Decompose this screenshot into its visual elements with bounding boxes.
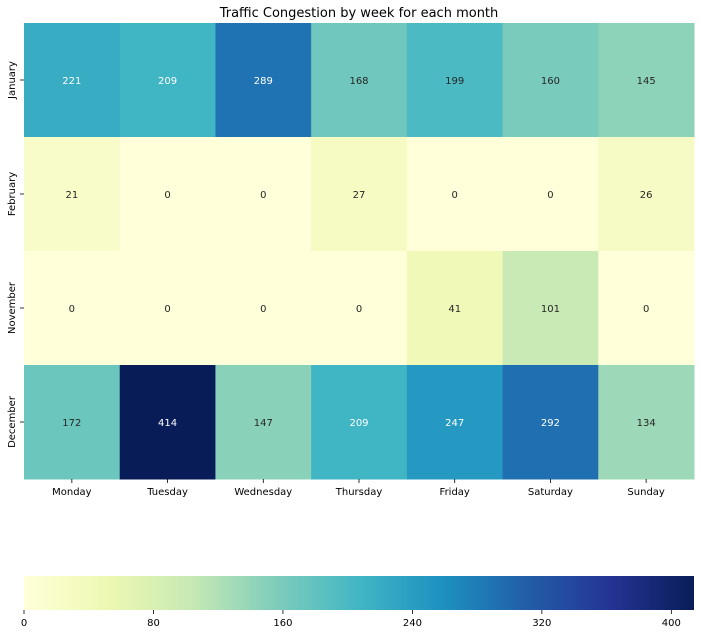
colorbar-ticks: 0 80 160 240 320 400 bbox=[21, 610, 681, 629]
heatmap-cell-december-friday bbox=[406, 365, 504, 480]
colorbar-tick-label: 240 bbox=[403, 618, 422, 629]
cell-value-label: 289 bbox=[254, 76, 273, 87]
heatmap-cell-december-tuesday bbox=[119, 365, 216, 480]
heatmap-cell-november-friday bbox=[406, 251, 504, 366]
cell-value-label: 0 bbox=[547, 190, 553, 201]
chart-title: Traffic Congestion by week for each mont… bbox=[219, 6, 499, 21]
cell-value-label: 0 bbox=[452, 190, 458, 201]
y-tick-label-february: February bbox=[7, 172, 18, 216]
y-axis-ticks: January February November December bbox=[7, 61, 24, 448]
cell-value-label: 0 bbox=[164, 304, 170, 315]
colorbar bbox=[24, 576, 694, 610]
heatmap-cell-december-sunday bbox=[598, 365, 695, 480]
heatmap-cell-february-saturday bbox=[502, 137, 599, 252]
heatmap-cell-february-wednesday bbox=[215, 137, 312, 252]
cell-value-label: 0 bbox=[164, 190, 170, 201]
x-tick-label-sunday: Sunday bbox=[627, 487, 664, 498]
heatmap-cell-february-tuesday bbox=[119, 137, 216, 252]
heatmap-cell-november-saturday bbox=[502, 251, 599, 366]
cell-value-label: 209 bbox=[158, 76, 177, 87]
cell-value-label: 0 bbox=[260, 304, 266, 315]
heatmap-cell-january-saturday bbox=[502, 23, 599, 138]
heatmap-cell-november-tuesday bbox=[119, 251, 216, 366]
x-axis-ticks: Monday Tuesday Wednesday Thursday Friday Satu… bbox=[52, 479, 665, 498]
x-tick-label-friday: Friday bbox=[440, 487, 470, 498]
y-tick-label-december: December bbox=[7, 395, 18, 448]
cell-value-label: 41 bbox=[448, 304, 461, 315]
heatmap-cell-december-wednesday bbox=[215, 365, 312, 480]
x-tick-label-monday: Monday bbox=[52, 487, 92, 498]
cell-value-label: 147 bbox=[254, 418, 273, 429]
cell-value-label: 221 bbox=[62, 76, 81, 87]
heatmap-cell-december-thursday bbox=[311, 365, 408, 480]
cell-value-label: 0 bbox=[260, 190, 266, 201]
colorbar-tick-label: 0 bbox=[21, 618, 27, 629]
heatmap-cell-november-monday bbox=[24, 251, 121, 366]
cell-value-label: 134 bbox=[637, 418, 656, 429]
cell-value-label: 168 bbox=[349, 76, 368, 87]
x-tick-label-saturday: Saturday bbox=[528, 487, 573, 498]
cell-value-label: 145 bbox=[637, 76, 656, 87]
x-tick-label-thursday: Thursday bbox=[335, 487, 383, 498]
colorbar-tick-label: 80 bbox=[147, 618, 160, 629]
heatmap-cell-january-tuesday bbox=[119, 23, 216, 138]
heatmap-cell-january-monday bbox=[24, 23, 121, 138]
y-tick-label-january: January bbox=[7, 61, 18, 100]
cell-value-label: 292 bbox=[541, 418, 560, 429]
heatmap-cell-january-thursday bbox=[311, 23, 408, 138]
cell-value-label: 26 bbox=[640, 190, 653, 201]
x-tick-label-tuesday: Tuesday bbox=[146, 487, 188, 498]
cell-value-label: 247 bbox=[445, 418, 464, 429]
heatmap-cell-november-thursday bbox=[311, 251, 408, 366]
cell-value-label: 27 bbox=[353, 190, 366, 201]
heatmap-cell-january-friday bbox=[406, 23, 504, 138]
heatmap-cell-january-sunday bbox=[598, 23, 695, 138]
x-tick-label-wednesday: Wednesday bbox=[234, 487, 292, 498]
cell-value-label: 414 bbox=[158, 418, 177, 429]
heatmap-cell-february-monday bbox=[24, 137, 121, 252]
cell-value-label: 0 bbox=[643, 304, 649, 315]
y-tick-label-november: November bbox=[7, 281, 18, 334]
cell-value-label: 0 bbox=[356, 304, 362, 315]
heatmap-cell-november-wednesday bbox=[215, 251, 312, 366]
heatmap-cell-february-friday bbox=[406, 137, 504, 252]
cell-value-label: 199 bbox=[445, 76, 464, 87]
heatmap-cells: 221 209 289 168 199 160 145 21 0 0 27 0 0 26 0 0 0 0 41 101… bbox=[24, 23, 695, 480]
cell-value-label: 160 bbox=[541, 76, 560, 87]
heatmap-cell-january-wednesday bbox=[215, 23, 312, 138]
cell-value-label: 21 bbox=[65, 190, 78, 201]
colorbar-tick-label: 320 bbox=[532, 618, 551, 629]
cell-value-label: 0 bbox=[69, 304, 75, 315]
colorbar-tick-label: 400 bbox=[662, 618, 681, 629]
heatmap-cell-february-thursday bbox=[311, 137, 408, 252]
cell-value-label: 172 bbox=[62, 418, 81, 429]
heatmap-cell-december-saturday bbox=[502, 365, 599, 480]
colorbar-tick-label: 160 bbox=[273, 618, 292, 629]
heatmap-cell-december-monday bbox=[24, 365, 121, 480]
heatmap-cell-february-sunday bbox=[598, 137, 695, 252]
heatmap-cell-november-sunday bbox=[598, 251, 695, 366]
cell-value-label: 209 bbox=[349, 418, 368, 429]
cell-value-label: 101 bbox=[541, 304, 560, 315]
